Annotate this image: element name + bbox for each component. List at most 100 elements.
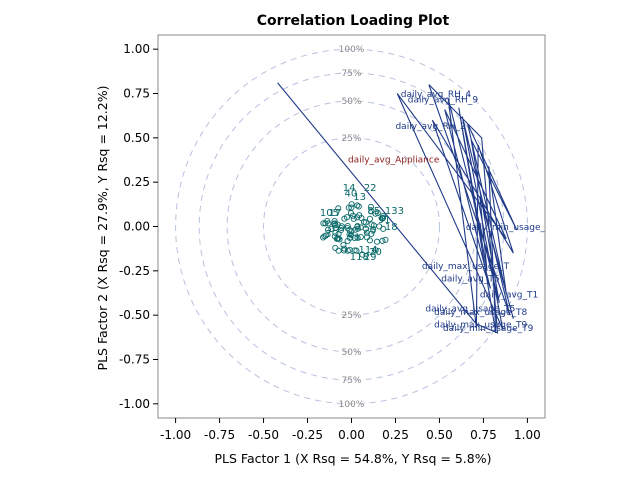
observation-point <box>359 251 366 258</box>
observation-point <box>354 234 361 241</box>
observation-label: 105 <box>320 208 339 219</box>
y-axis-ticks: 1.00 0.75 0.50 0.25 0.00 -0.25 -0.50 -0.75 -1.00 <box>119 42 158 411</box>
circle-label: 25% <box>341 134 361 144</box>
y-tick-label: 0.75 <box>123 87 150 101</box>
y-tick-label: 0.50 <box>123 131 150 145</box>
observation-point <box>379 215 386 222</box>
observation-point <box>367 203 374 210</box>
observation-point <box>321 233 328 240</box>
loading-lines <box>277 82 518 334</box>
y-tick-label: -0.25 <box>119 264 150 278</box>
circle-label: 25% <box>341 311 361 321</box>
predictor-label: daily_avg_T1 <box>480 290 538 300</box>
observation-point <box>354 225 361 232</box>
observation-point <box>320 220 327 227</box>
observation-point <box>331 217 338 225</box>
observation-point <box>351 234 358 241</box>
y-tick-label: 1.00 <box>123 42 150 56</box>
x-axis-title: PLS Factor 1 (X Rsq = 54.8%, Y Rsq = 5.8… <box>215 451 492 466</box>
percent-circles: 100% 100% 75% 75% 50% 50% 25% 25% <box>175 45 528 410</box>
predictor-label: daily_avg_RH_2 <box>395 122 465 132</box>
observation-label: 114 <box>359 245 378 256</box>
observation-label: 14 <box>343 183 356 194</box>
observation-label: 91 <box>378 215 391 226</box>
y-tick-label: 0.00 <box>123 220 150 234</box>
observation-point <box>379 214 387 221</box>
observation-point <box>349 212 357 219</box>
circle-25pct <box>263 137 440 316</box>
predictor-label: daily_avg_usage_T5 <box>425 305 515 315</box>
predictor-label: daily_avg_RH_9 <box>408 95 479 105</box>
observation-point <box>333 235 340 242</box>
observation-label: 17 <box>329 208 342 219</box>
observation-point <box>332 229 339 236</box>
circle-75pct <box>198 72 505 381</box>
predictor-label: daily_min_usage_T9 <box>443 324 534 334</box>
y-tick-label: -0.75 <box>119 352 150 366</box>
chart-title: Correlation Loading Plot <box>257 13 450 29</box>
observation-point <box>353 214 361 221</box>
observation-point <box>372 247 379 254</box>
observation-point <box>357 233 364 241</box>
x-tick-label: 1.00 <box>514 428 541 442</box>
observation-point <box>334 221 341 228</box>
observation-point <box>348 201 355 208</box>
x-axis-ticks: -1.00 -0.75 -0.50 -0.25 0.00 0.25 0.50 0.75 1.00 <box>160 418 541 442</box>
observation-label: 133 <box>385 206 404 217</box>
observation-label: 29 <box>364 252 377 263</box>
x-tick-label: 0.75 <box>470 428 497 442</box>
observation-label: 40 <box>344 188 357 199</box>
y-tick-label: -0.50 <box>119 308 150 322</box>
observation-label: 22 <box>364 183 377 194</box>
predictor-label: daily_min_usage_ <box>466 223 546 233</box>
observation-label: 13 <box>353 192 366 203</box>
observation-point <box>344 222 351 230</box>
observation-point <box>343 214 351 221</box>
observation-point <box>355 203 362 210</box>
observation-point <box>338 224 345 232</box>
x-tick-label: 0.50 <box>426 428 453 442</box>
observation-point <box>346 246 353 253</box>
predictor-label: daily_max_usage_T9 <box>434 321 527 331</box>
observation-label: 51 <box>348 233 361 244</box>
observation-point <box>324 226 332 233</box>
observation-point <box>366 237 373 244</box>
observation-point <box>358 215 365 222</box>
x-tick-label: -1.00 <box>160 428 191 442</box>
circle-label: 100% <box>339 45 365 55</box>
observation-point <box>340 241 347 249</box>
predictor-label: daily_max_usage_T <box>422 262 510 272</box>
circle-50pct <box>226 100 477 353</box>
y-axis-title: PLS Factor 2 (X Rsq = 27.9%, Y Rsq = 12.… <box>95 86 110 371</box>
observation-point <box>322 220 329 227</box>
predictor-loading-line <box>277 82 518 334</box>
circle-label: 75% <box>341 69 361 79</box>
x-tick-label: -0.75 <box>204 428 235 442</box>
observation-label: 85 <box>367 206 380 217</box>
observation-label: 20 <box>369 247 382 258</box>
circle-label: 100% <box>339 400 365 410</box>
observation-label: 25 <box>364 226 377 237</box>
x-tick-label: -0.50 <box>248 428 279 442</box>
observation-point <box>363 229 370 236</box>
circle-label: 75% <box>341 376 361 386</box>
observation-point <box>335 247 342 254</box>
observation-point <box>366 215 373 222</box>
observation-point <box>379 237 386 244</box>
variable-labels: daily_avg_Appliancedaily_avg_RH_4daily_a… <box>348 90 546 334</box>
observation-point <box>328 225 335 232</box>
x-tick-label: -0.25 <box>292 428 323 442</box>
observation-point <box>354 202 361 209</box>
observation-label: 3 <box>325 229 331 240</box>
observation-point <box>344 225 351 232</box>
predictor-label: daily_avg_RH_4 <box>401 90 472 100</box>
observation-label: 18 <box>385 222 398 233</box>
response-label: daily_avg_Appliance <box>348 156 440 166</box>
predictor-label: daily_max_usage_T8 <box>434 308 527 318</box>
y-tick-label: -1.00 <box>119 397 150 411</box>
x-tick-label: 0.25 <box>382 428 409 442</box>
circle-100pct <box>175 48 528 405</box>
